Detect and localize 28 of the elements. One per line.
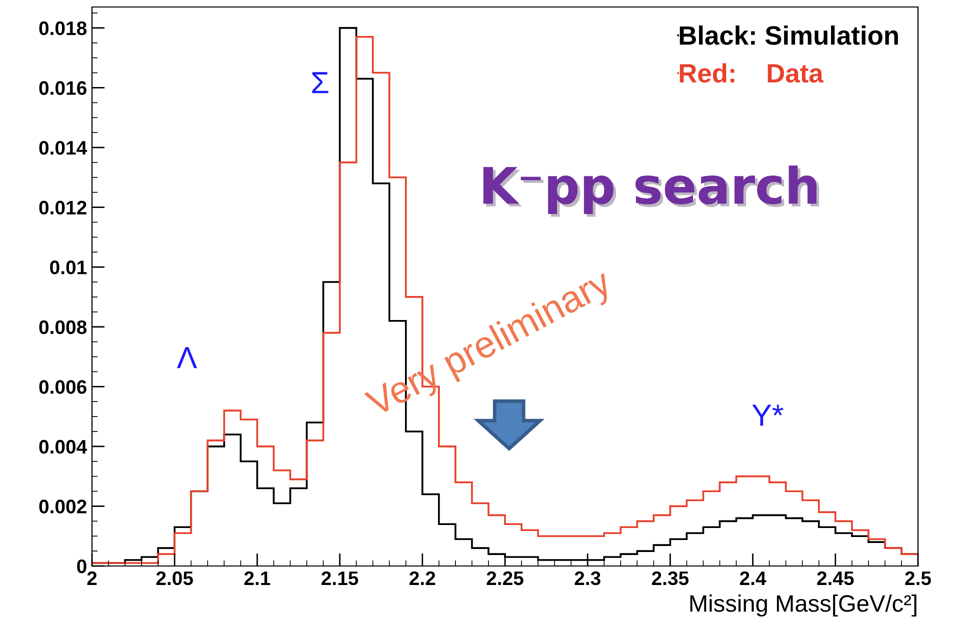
x-tick-label: 2.2: [410, 571, 436, 585]
y-tick-label: 0.01: [50, 260, 87, 274]
x-axis-title: Missing Mass[GeV/c²]: [690, 594, 916, 617]
x-tick-label: 2.05: [156, 571, 193, 586]
annotation: Y*: [752, 404, 784, 426]
y-tick-label: 0.008: [39, 320, 87, 334]
x-tick-label: 2.15: [322, 571, 358, 586]
x-tick-label: 2.45: [817, 571, 854, 586]
annotation: K⁻pp search: [483, 166, 820, 217]
x-tick-label: 2.25: [486, 571, 524, 586]
x-tick-label: 2: [87, 571, 97, 585]
legend-label: Black: Simulation: [680, 25, 898, 45]
annotation: Σ: [312, 72, 328, 94]
y-tick-label: 0.004: [39, 440, 88, 454]
x-tick-label: 2.3: [574, 571, 600, 586]
y-tick-label: 0.002: [39, 500, 86, 514]
y-tick-label: 0.016: [39, 81, 86, 95]
y-tick-label: 0: [77, 559, 86, 574]
x-tick-label: 2.35: [652, 571, 689, 586]
x-tick-label: 2.5: [905, 571, 931, 586]
y-tick-label: 0.014: [39, 140, 88, 155]
annotation: Λ: [176, 347, 198, 368]
y-tick-label: 0.006: [39, 380, 86, 394]
y-tick-label: 0.018: [39, 21, 87, 36]
x-tick-label: 2.4: [740, 571, 766, 585]
legend-label: Red: Data: [680, 63, 824, 83]
x-tick-label: 2.1: [244, 571, 270, 585]
y-tick-label: 0.012: [39, 200, 86, 215]
